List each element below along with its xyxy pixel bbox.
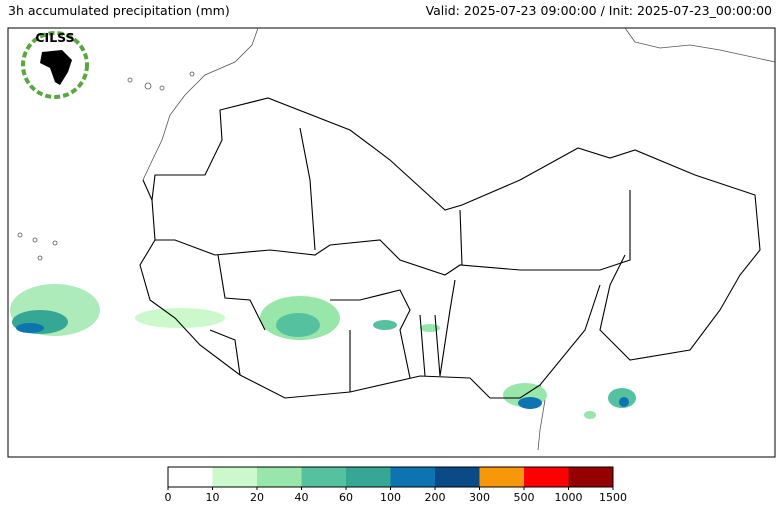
colorbar-segment	[524, 467, 569, 487]
colorbar-tick-label: 1500	[599, 491, 627, 504]
colorbar-tick-label: 1000	[555, 491, 583, 504]
colorbar-tick-label: 100	[380, 491, 401, 504]
logo-text: CILSS	[35, 30, 74, 45]
map-title: 3h accumulated precipitation (mm)	[8, 3, 230, 18]
precipitation-areas	[10, 284, 636, 419]
colorbar-tick-label: 500	[514, 491, 535, 504]
colorbar-tick-label: 300	[469, 491, 490, 504]
colorbar: 0 10 20 40 60 100 200 300 500 1000 1500	[165, 466, 627, 504]
colorbar-segment	[346, 467, 391, 487]
colorbar-tick-label: 40	[295, 491, 309, 504]
colorbar-segment	[257, 467, 302, 487]
colorbar-tick-label: 10	[206, 491, 220, 504]
country-borders	[139, 97, 761, 399]
valid-time: Valid: 2025-07-23 09:00:00 / Init: 2025-…	[426, 3, 772, 18]
colorbar-segment	[390, 467, 435, 487]
colorbar-segment	[479, 467, 524, 487]
map-frame	[7, 27, 776, 458]
colorbar-tick-label: 0	[165, 491, 172, 504]
colorbar-segment	[168, 467, 213, 487]
colorbar-segment	[212, 467, 257, 487]
colorbar-segment	[435, 467, 480, 487]
logo: CILSS	[21, 30, 89, 99]
colorbar-tick-label: 20	[250, 491, 264, 504]
colorbar-segment	[301, 467, 346, 487]
colorbar-segment	[568, 467, 613, 487]
colorbar-tick-label: 200	[425, 491, 446, 504]
colorbar-tick-label: 60	[339, 491, 353, 504]
